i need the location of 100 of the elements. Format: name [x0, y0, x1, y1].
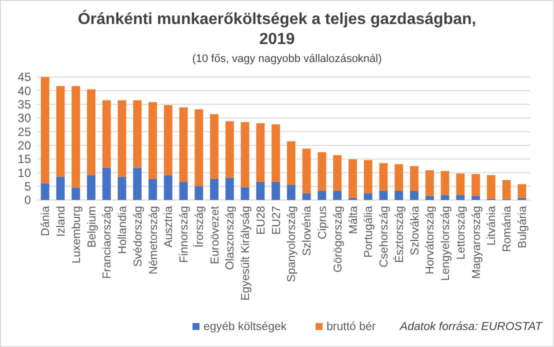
x-tick-label: Litvánia	[486, 205, 498, 246]
bar	[379, 190, 388, 200]
legend-label: bruttó bér	[326, 321, 376, 333]
x-tick-label: Belgium	[86, 206, 98, 248]
x-tick-label: Észtország	[392, 206, 406, 263]
y-tick-label: 20	[18, 138, 32, 153]
bar	[148, 102, 157, 179]
x-tick-label: Szlovákia	[409, 205, 422, 256]
bar	[148, 178, 157, 200]
bar	[86, 175, 96, 200]
x-tick-label: Portugália	[363, 205, 376, 258]
bar	[72, 86, 80, 188]
x-tick-label: Spanyolország	[286, 206, 298, 282]
x-tick-label: Franciaország	[102, 206, 114, 279]
bar	[240, 122, 250, 188]
x-tick-label: Írország	[192, 206, 206, 248]
bar	[318, 190, 326, 200]
x-tick-label: EU27	[270, 206, 283, 235]
bar	[102, 100, 111, 168]
x-tick-label: Lengyelország	[440, 206, 452, 281]
bar	[486, 175, 496, 199]
bar	[210, 114, 219, 179]
y-tick-label: 40	[18, 84, 32, 98]
bar	[179, 182, 188, 200]
x-tick-label: Ausztria	[163, 205, 176, 248]
bar	[164, 175, 172, 200]
bar	[179, 107, 188, 182]
bar	[456, 195, 465, 200]
bar	[302, 193, 311, 200]
x-tick-label: Horvátország	[424, 206, 437, 274]
x-tick-label: Görögország	[332, 206, 344, 272]
text: Adatok forrása: EUROSTAT	[398, 321, 543, 333]
x-tick-label: Málta	[348, 205, 360, 234]
bar	[118, 176, 126, 200]
bar	[410, 190, 418, 200]
x-tick-label: Lettország	[455, 206, 468, 260]
x-tick-label: Egyesült Királyság	[240, 206, 252, 301]
bar	[210, 178, 219, 200]
bar	[348, 159, 357, 198]
y-tick-label: 5	[24, 180, 32, 194]
bar	[102, 168, 111, 200]
bar	[333, 155, 342, 191]
x-tick-label: Hollandia	[117, 205, 130, 254]
y-tick-label: 15	[18, 152, 32, 166]
bar	[286, 184, 296, 200]
bar	[240, 187, 250, 200]
bar	[256, 123, 265, 182]
bar	[456, 173, 465, 196]
x-tick-label: Magyarország	[470, 206, 483, 279]
bar	[272, 124, 280, 182]
bar	[364, 160, 372, 194]
y-tick-label: 30	[18, 111, 32, 126]
bar	[256, 182, 265, 200]
bar	[72, 188, 80, 200]
bar	[194, 186, 204, 200]
y-tick-label: 45	[18, 70, 32, 84]
bar	[225, 178, 234, 200]
bar	[394, 190, 404, 200]
chart-title: Óránkénti munkaerőköltségek a teljes gazdaságban, 2019	[78, 9, 476, 48]
y-tick-label: 0	[24, 193, 32, 208]
x-tick-label: Finnország	[178, 206, 191, 263]
bar	[410, 166, 418, 191]
bar	[133, 168, 142, 200]
x-tick-label: Szlovénia	[302, 205, 314, 256]
bar	[333, 190, 342, 200]
bar	[225, 121, 234, 178]
x-tick-label: Németország	[148, 206, 160, 274]
x-tick-label: Bulgária	[516, 205, 529, 248]
y-tick-label: 35	[18, 98, 32, 112]
bar	[40, 183, 50, 200]
bar	[56, 86, 65, 177]
x-tick-label: Románia	[502, 205, 514, 252]
bar	[425, 196, 434, 200]
bar	[302, 148, 311, 194]
bar	[318, 152, 326, 191]
x-tick-label: Izland	[55, 206, 68, 237]
chart-subtitle: (10 fős, vagy nagyobb vállalozásoknál)	[192, 53, 382, 65]
bar	[394, 164, 404, 191]
bar	[472, 196, 480, 200]
bar	[518, 184, 526, 198]
y-tick-label: 25	[18, 124, 32, 139]
bar	[194, 109, 204, 186]
x-tick-label: EU28	[255, 206, 268, 235]
bar	[133, 100, 142, 168]
bar	[56, 176, 65, 200]
bar	[472, 174, 480, 196]
bar	[440, 171, 450, 196]
bar	[425, 170, 434, 196]
bar	[272, 182, 280, 200]
legend-label: egyéb költségek	[204, 321, 287, 333]
x-tick-label: Olaszország	[224, 206, 237, 270]
x-tick-label: Dánia	[40, 205, 52, 236]
x-tick-label: Svédország	[132, 206, 144, 267]
bar	[40, 77, 50, 184]
x-tick-label: Ciprus	[316, 206, 329, 240]
y-tick-label: 10	[18, 166, 32, 180]
bar	[379, 163, 388, 191]
x-tick-label: Luxemburg	[70, 206, 83, 264]
x-tick-label: Euroövezet	[209, 205, 222, 264]
bar	[86, 89, 96, 176]
